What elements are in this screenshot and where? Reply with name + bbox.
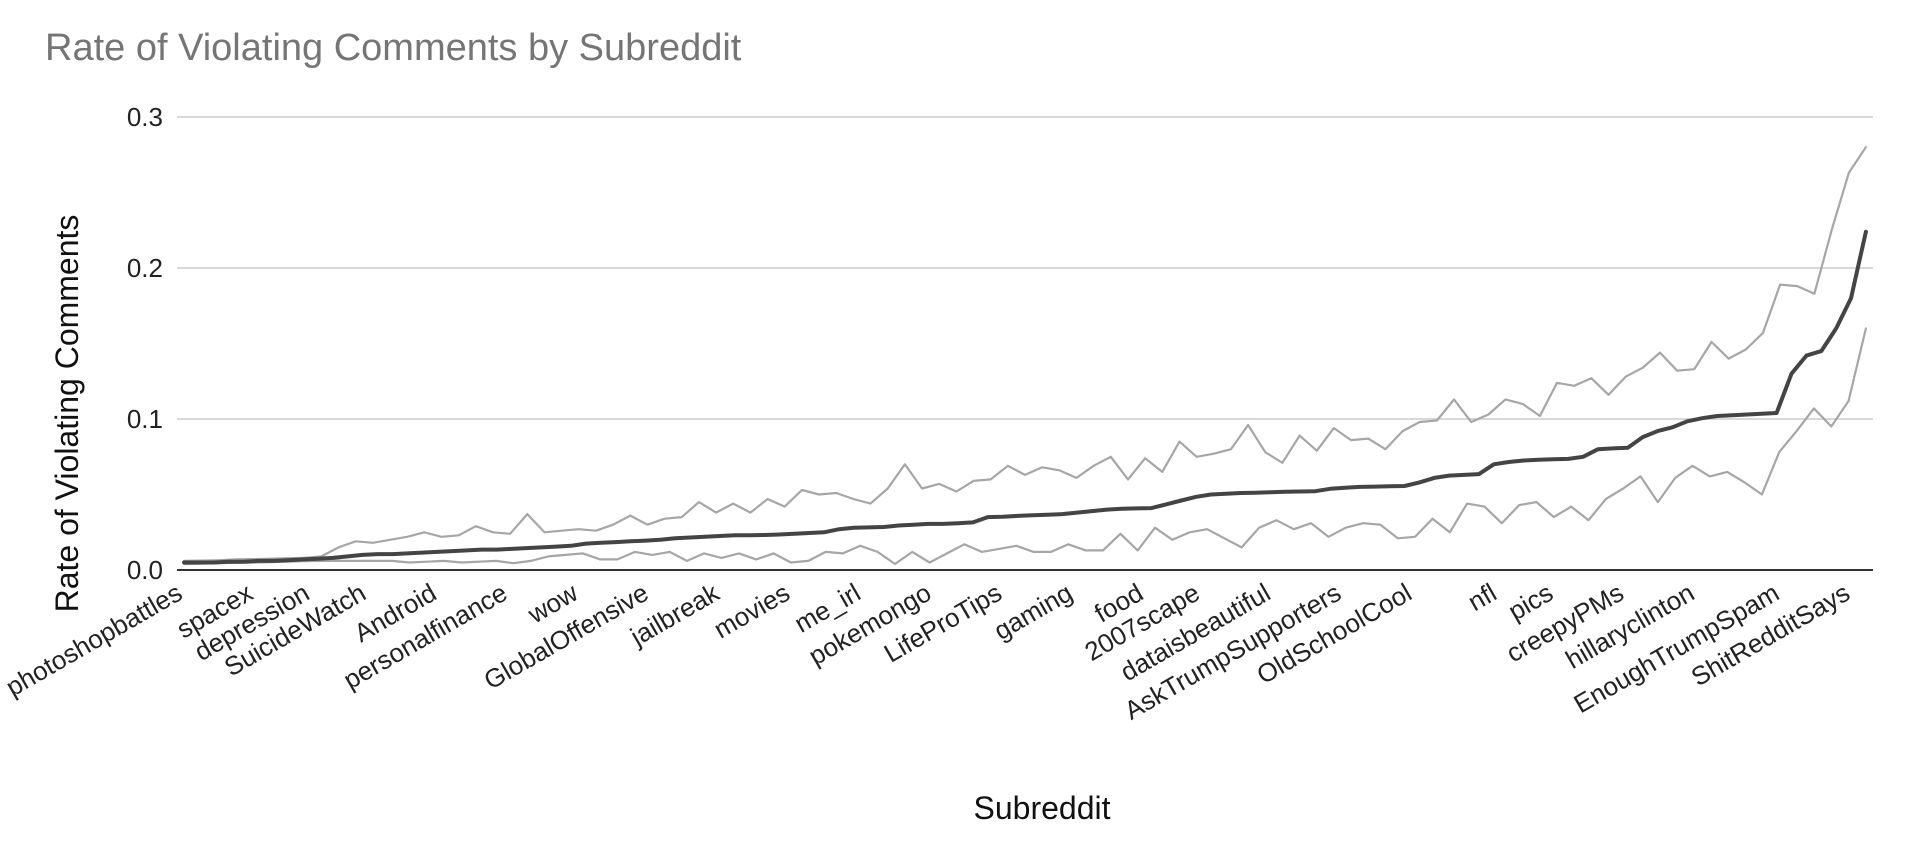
series-line-upper: [183, 146, 1868, 563]
y-axis-title: Rate of Violating Comments: [49, 215, 85, 613]
series-lines: [182, 146, 1868, 566]
y-tick-label: 0.2: [127, 253, 163, 283]
x-tick-label: movies: [708, 577, 794, 644]
series-line-estimate: [182, 229, 1868, 565]
x-tick-label: gaming: [989, 577, 1078, 646]
gridlines: [177, 116, 1873, 420]
y-tick-label: 0.0: [127, 555, 163, 585]
y-tick-label: 0.1: [127, 404, 163, 434]
x-axis-title: Subreddit: [974, 790, 1111, 826]
x-tick-label: photoshopbattles: [1, 577, 188, 702]
x-axis-tick-labels: photoshopbattlesspacexdepressionSuicideW…: [1, 577, 1855, 726]
y-axis-tick-labels: 0.0 0.1 0.2 0.3: [127, 102, 163, 585]
y-tick-label: 0.3: [127, 102, 163, 132]
chart-title: Rate of Violating Comments by Subreddit: [45, 27, 742, 69]
series-line-lower: [183, 327, 1868, 566]
x-tick-label: nfl: [1463, 577, 1502, 617]
